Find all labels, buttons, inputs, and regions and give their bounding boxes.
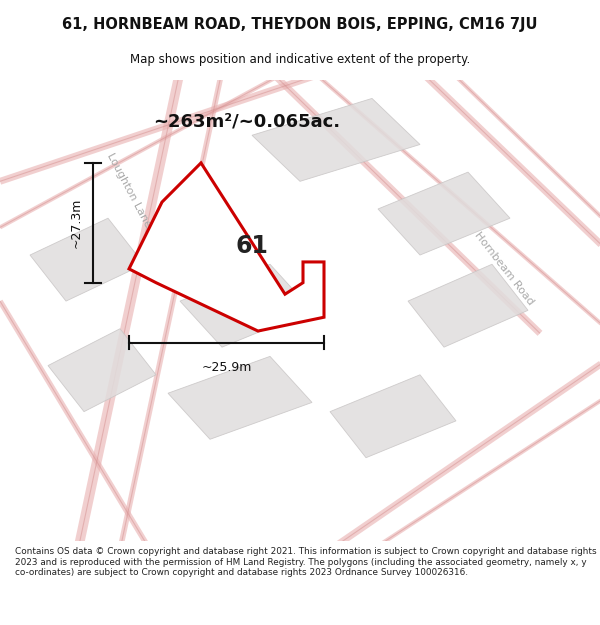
Polygon shape bbox=[168, 356, 312, 439]
Polygon shape bbox=[330, 375, 456, 458]
Text: Map shows position and indicative extent of the property.: Map shows position and indicative extent… bbox=[130, 54, 470, 66]
Polygon shape bbox=[48, 329, 156, 412]
Text: Loughton Lane: Loughton Lane bbox=[105, 151, 153, 229]
Text: 61, HORNBEAM ROAD, THEYDON BOIS, EPPING, CM16 7JU: 61, HORNBEAM ROAD, THEYDON BOIS, EPPING,… bbox=[62, 16, 538, 31]
Polygon shape bbox=[129, 163, 324, 331]
Polygon shape bbox=[30, 218, 144, 301]
Text: ~27.3m: ~27.3m bbox=[69, 198, 82, 248]
Polygon shape bbox=[180, 264, 312, 347]
Text: Contains OS data © Crown copyright and database right 2021. This information is : Contains OS data © Crown copyright and d… bbox=[15, 548, 596, 577]
Text: 61: 61 bbox=[236, 234, 268, 258]
Polygon shape bbox=[408, 264, 528, 347]
Text: Hornbeam Road: Hornbeam Road bbox=[472, 231, 536, 308]
Polygon shape bbox=[252, 98, 420, 181]
Text: ~263m²/~0.065ac.: ~263m²/~0.065ac. bbox=[153, 112, 340, 131]
Text: ~25.9m: ~25.9m bbox=[202, 361, 251, 374]
Polygon shape bbox=[378, 172, 510, 255]
